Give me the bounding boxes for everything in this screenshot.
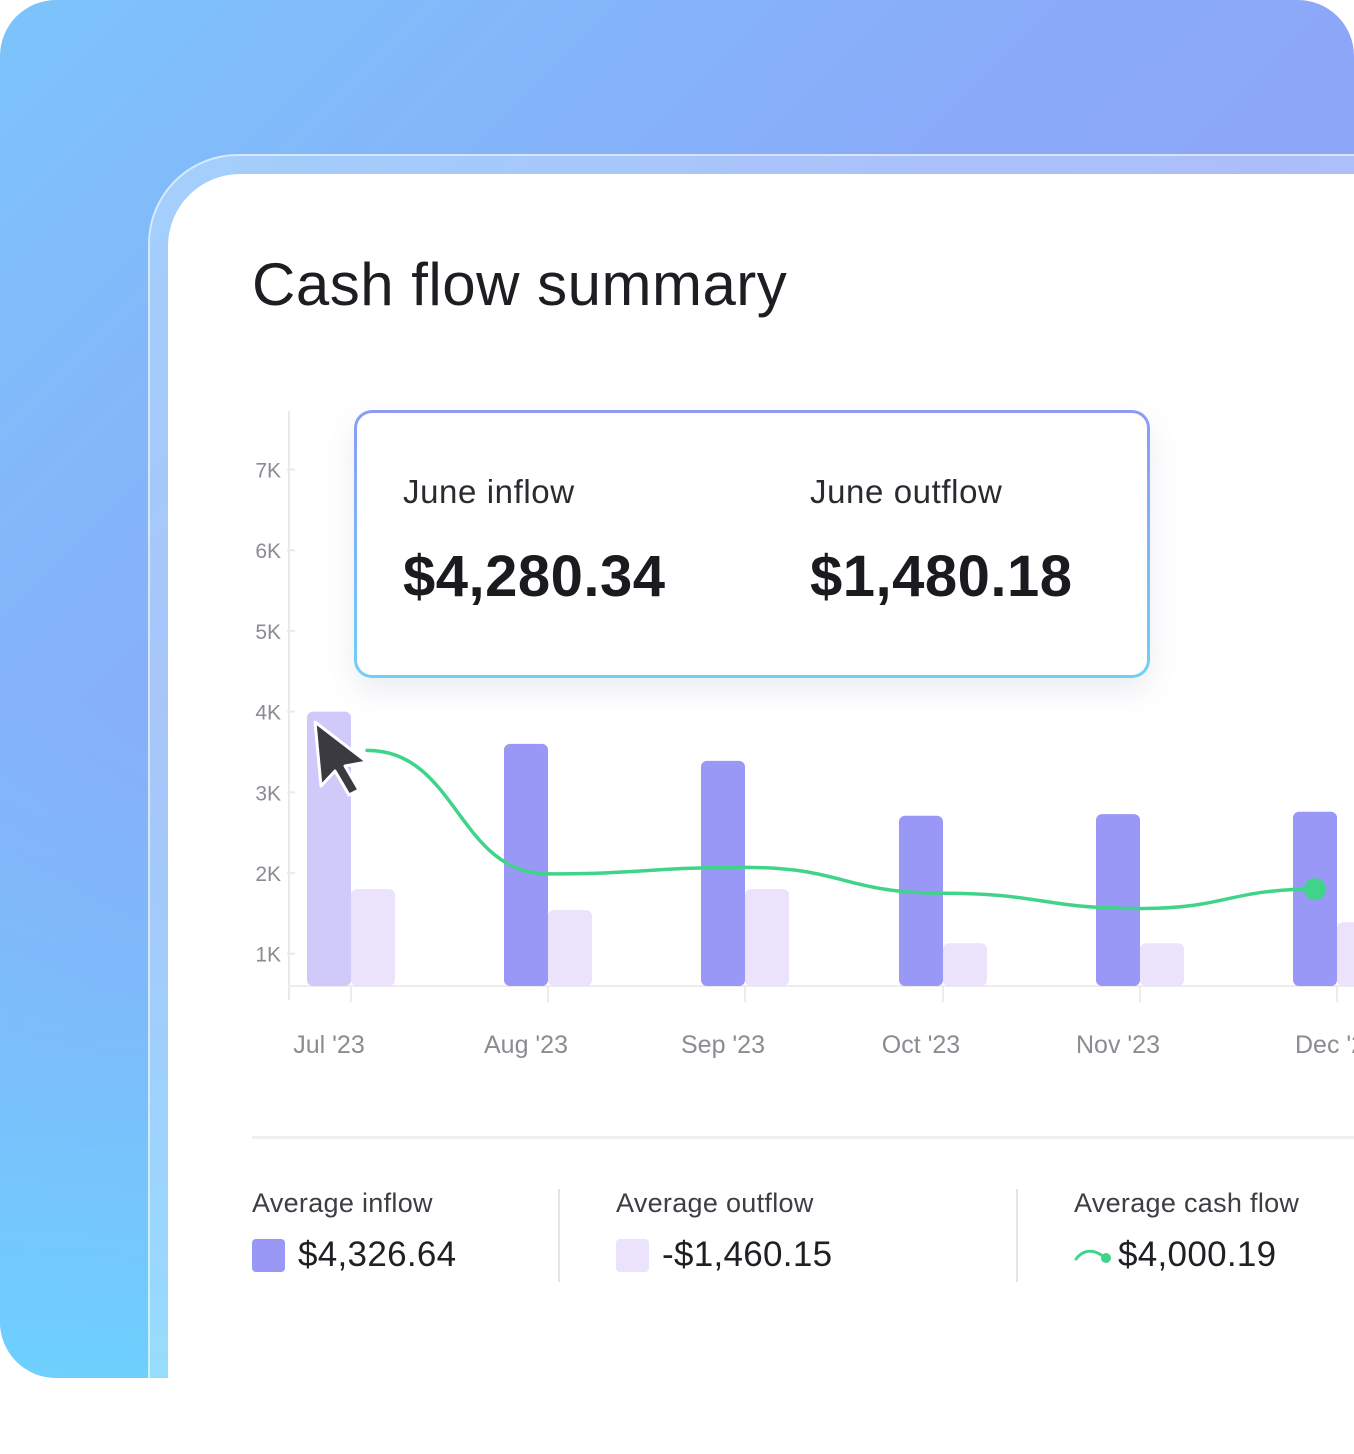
stat-average-outflow: Average outflow -$1,460.15: [616, 1188, 832, 1275]
x-tick-label: Aug '23: [484, 1031, 568, 1059]
outflow-bar: [548, 910, 592, 986]
stat-separator: [1016, 1189, 1018, 1282]
tooltip-inflow-value: $4,280.34: [403, 544, 666, 609]
outflow-bar: [943, 943, 987, 986]
cash-flow-point: [1304, 878, 1326, 901]
outflow-swatch: [616, 1238, 649, 1272]
inflow-bar: [1096, 814, 1140, 986]
y-tick-label: 3K: [255, 782, 281, 805]
x-tick-label: Jul '23: [293, 1031, 364, 1059]
outflow-bar: [745, 889, 789, 986]
y-tick-label: 5K: [255, 621, 281, 644]
cursor-shape: [313, 720, 369, 797]
cash-flow-chart: 1K 2K 3K 4K 5K 6K 7K Jul '23 Aug '23 Sep '23 Oct '…: [255, 411, 1354, 1059]
x-tick-label: Nov '23: [1076, 1031, 1160, 1059]
tooltip-outflow-value: $1,480.18: [810, 544, 1073, 609]
outflow-bar: [1337, 922, 1354, 986]
stat-average-inflow: Average inflow $4,326.64: [252, 1188, 456, 1275]
june-tooltip: June inflow $4,280.34 June outflow $1,48…: [354, 410, 1150, 678]
inflow-bar: [701, 760, 745, 986]
tooltip-outflow-label: June outflow: [810, 473, 1003, 510]
x-tick-label: Sep '23: [681, 1031, 765, 1059]
tooltip-inflow: June inflow $4,280.34: [403, 473, 666, 610]
y-tick-label: 4K: [255, 702, 281, 725]
x-tick-label: Dec '23: [1295, 1031, 1354, 1059]
stat-value: $4,000.19: [1118, 1235, 1277, 1274]
x-tick-label: Oct '23: [882, 1031, 960, 1059]
stat-value: -$1,460.15: [662, 1235, 833, 1274]
inflow-bar: [899, 815, 943, 986]
stat-label: Average outflow: [616, 1188, 814, 1218]
stat-separator: [558, 1189, 560, 1282]
summary-divider: [252, 1136, 1354, 1139]
inflow-swatch: [252, 1238, 285, 1272]
tooltip-inflow-label: June inflow: [403, 473, 575, 510]
cash-flow-card: Cash flow summary 1K 2K 3K 4K 5K 6K 7K Jul '23 A…: [168, 174, 1354, 1434]
tooltip-outflow: June outflow $1,480.18: [810, 473, 1073, 610]
stat-label: Average inflow: [252, 1188, 433, 1218]
y-tick-label: 2K: [255, 863, 281, 886]
cash-flow-line: [365, 748, 1317, 911]
inflow-bar: [504, 743, 548, 986]
stat-label: Average cash flow: [1074, 1188, 1300, 1218]
page-title: Cash flow summary: [252, 251, 788, 318]
y-tick-label: 7K: [255, 460, 281, 483]
outflow-bar: [351, 889, 395, 986]
outflow-bar: [1140, 943, 1184, 986]
y-tick-label: 6K: [255, 540, 281, 563]
mouse-cursor-icon: [313, 720, 369, 797]
stat-average-cash-flow: Average cash flow $4,000.19: [1074, 1188, 1299, 1275]
cash-flow-line-icon: [1074, 1249, 1111, 1263]
y-tick-label: 1K: [255, 944, 281, 967]
stat-value: $4,326.64: [298, 1235, 457, 1274]
